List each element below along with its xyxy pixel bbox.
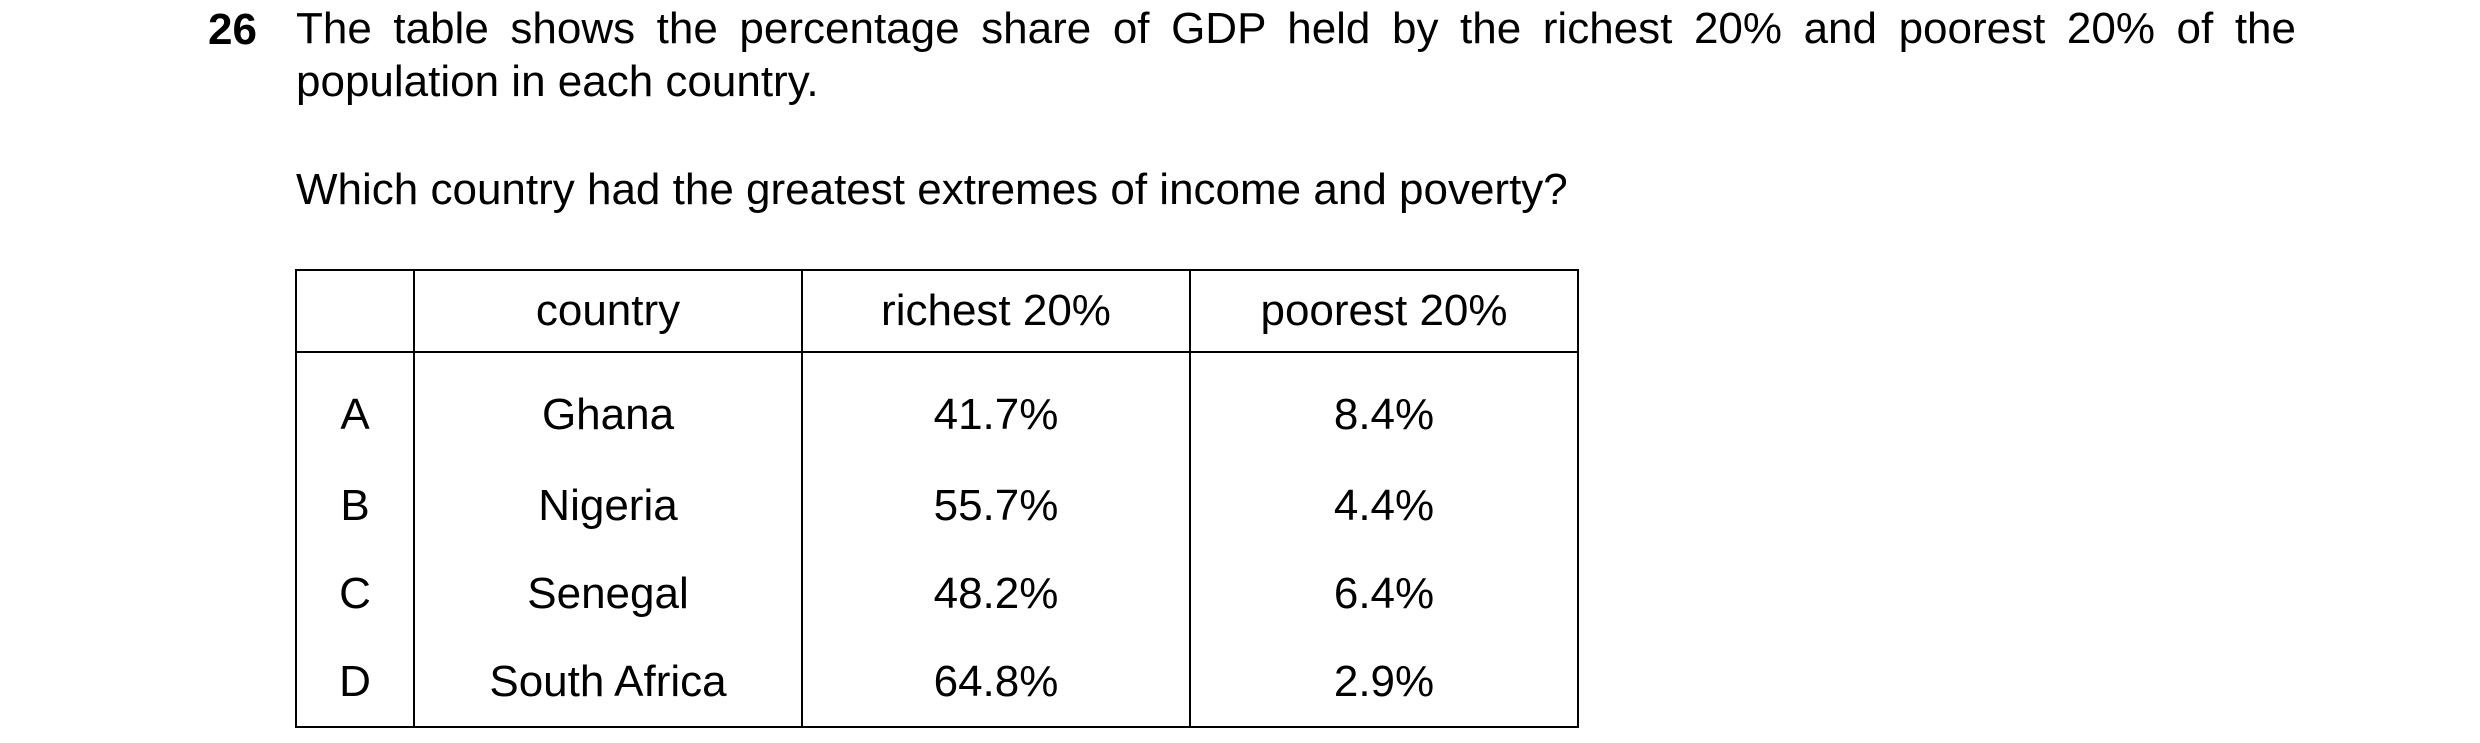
poorest-cell: 6.4% bbox=[1189, 550, 1579, 638]
data-table: country richest 20% poorest 20% A Ghana … bbox=[295, 269, 1579, 728]
option-letter: C bbox=[295, 550, 415, 638]
richest-cell: 55.7% bbox=[801, 462, 1191, 550]
header-blank bbox=[295, 269, 415, 353]
country-cell: Senegal bbox=[413, 550, 803, 638]
country-cell: Ghana bbox=[413, 352, 803, 462]
question-stem: The table shows the percentage share of … bbox=[296, 4, 2296, 106]
option-letter: D bbox=[295, 638, 415, 728]
table-row: A Ghana 41.7% 8.4% bbox=[295, 352, 1579, 462]
question-prompt: Which country had the greatest extremes … bbox=[296, 165, 1568, 214]
table-row: B Nigeria 55.7% 4.4% bbox=[295, 462, 1579, 550]
question-number: 26 bbox=[208, 5, 257, 54]
richest-cell: 64.8% bbox=[801, 638, 1191, 728]
poorest-cell: 8.4% bbox=[1189, 352, 1579, 462]
poorest-cell: 4.4% bbox=[1189, 462, 1579, 550]
header-poorest: poorest 20% bbox=[1189, 269, 1579, 353]
table-row: D South Africa 64.8% 2.9% bbox=[295, 638, 1579, 728]
option-letter: B bbox=[295, 462, 415, 550]
option-letter: A bbox=[295, 352, 415, 462]
country-cell: Nigeria bbox=[413, 462, 803, 550]
poorest-cell: 2.9% bbox=[1189, 638, 1579, 728]
header-richest: richest 20% bbox=[801, 269, 1191, 353]
table-header-row: country richest 20% poorest 20% bbox=[295, 269, 1579, 353]
table-row: C Senegal 48.2% 6.4% bbox=[295, 550, 1579, 638]
richest-cell: 48.2% bbox=[801, 550, 1191, 638]
header-country: country bbox=[413, 269, 803, 353]
richest-cell: 41.7% bbox=[801, 352, 1191, 462]
country-cell: South Africa bbox=[413, 638, 803, 728]
